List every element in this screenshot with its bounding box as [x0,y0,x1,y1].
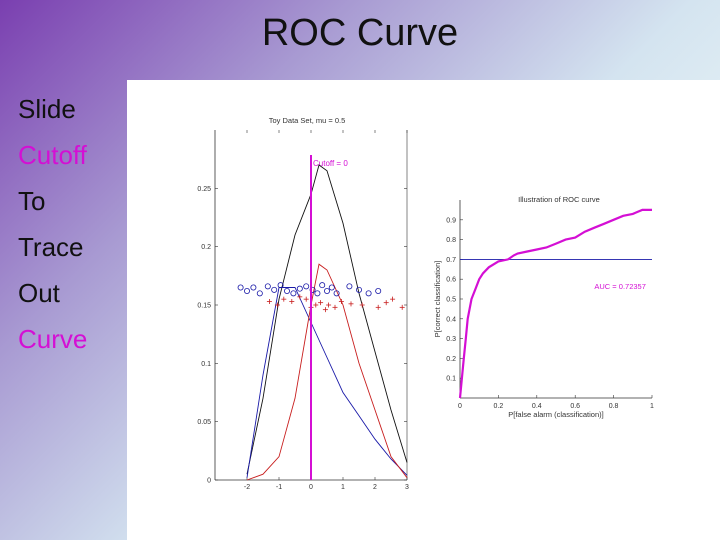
left-y-tick-label: 0.05 [197,419,211,426]
cutoff-annotation: Cutoff = 0 [313,159,348,168]
bullet-trace: Trace [18,232,84,262]
roc-y-tick-label: 0.8 [446,237,456,244]
scatter-plus-point [274,302,280,308]
scatter-plus-point [332,304,338,310]
scatter-circle-point [314,290,321,297]
left-y-tick-label: 0.25 [197,186,211,193]
toy-data-chart: Toy Data Set, mu = 0.5 Cutoff = 0 0 0.05 0… [197,116,409,491]
scatter-plus-point [322,307,328,313]
left-x-tick-label: 1 [341,484,345,491]
left-x-tick-label: 0 [309,484,313,491]
roc-y-tick-label: 0.3 [446,336,456,343]
roc-x-tick-label: 0.4 [532,403,542,410]
scatter-circle-point [244,287,251,294]
scatter-circle-point [303,283,310,290]
scatter-circle-point [237,284,244,291]
roc-x-tick-label: 0.8 [609,403,619,410]
scatter-plus-point [313,302,319,308]
scatter-plus-point [297,294,303,300]
scatter-circle-point [355,286,362,293]
scatter-circle-point [283,287,290,294]
scatter-plus-point [348,301,354,307]
slide-title: ROC Curve [261,12,459,54]
scatter-circle-point [264,283,271,290]
scatter-plus-point [303,296,309,302]
figure-canvas: Toy Data Set, mu = 0.5 Cutoff = 0 0 0.05 0… [197,116,654,491]
roc-x-tick-label: 0.6 [570,403,580,410]
scatter-plus-point [326,302,332,308]
roc-y-tick-label: 0.4 [446,316,456,323]
auc-annotation: AUC = 0.72357 [594,282,646,291]
scatter-circle-point [319,282,326,289]
density-curve-1 [246,287,408,478]
scatter-plus-point [390,296,396,302]
scatter-circle-point [290,290,297,297]
left-y-tick-label: 0.2 [201,244,211,251]
bullet-list: Slide Cutoff To Trace Out Curve [18,86,87,362]
scatter-plus-point [318,300,324,306]
scatter-plus-point [266,299,272,304]
scatter-plus-point [338,299,344,304]
scatter-circle-point [323,287,330,294]
scatter-circle-point [271,286,278,293]
bullet-curve: Curve [18,324,88,354]
scatter-circle-point [375,287,382,294]
bullet-slide: Slide [18,94,76,124]
density-curve-0 [246,164,408,475]
roc-y-axis-label: P[correct classification] [433,261,442,338]
roc-y-tick-label: 0.1 [446,376,456,383]
scatter-plus-point [289,299,295,304]
scatter-plus-point [359,302,365,308]
roc-y-tick-label: 0.2 [446,356,456,363]
scatter-circle-point [256,290,263,297]
roc-y-tick-label: 0.7 [446,257,456,264]
left-y-tick-label: 0.15 [197,303,211,310]
density-curve-2 [246,263,408,481]
scatter-circle-point [333,290,340,297]
roc-chart: Illustration of ROC curve P[false alarm … [433,195,654,419]
left-y-tick-label: 0.1 [201,361,211,368]
figure-panel: Toy Data Set, mu = 0.5 Cutoff = 0 0 0.05 0… [127,80,720,540]
scatter-circle-point [346,283,353,290]
left-chart-title: Toy Data Set, mu = 0.5 [269,116,346,125]
scatter-plus-point [383,300,389,306]
scatter-circle-point [328,284,335,291]
roc-y-tick-label: 0.5 [446,297,456,304]
left-x-tick-label: -2 [244,484,250,491]
bullet-out: Out [18,278,60,308]
roc-x-axis-label: P[false alarm (classification)] [508,410,603,419]
scatter-circle-point [296,285,303,292]
roc-y-tick-label: 0.9 [446,217,456,224]
left-x-tick-label: -1 [276,484,282,491]
roc-chart-title: Illustration of ROC curve [518,195,600,204]
roc-x-tick-label: 1 [650,403,654,410]
roc-curve [458,208,652,399]
roc-x-tick-label: 0 [458,403,462,410]
left-x-tick-label: 2 [373,484,377,491]
bullet-to: To [18,186,46,216]
scatter-circle-point [250,284,257,291]
scatter-plus-point [399,304,405,310]
scatter-circle-point [365,290,372,297]
roc-x-tick-label: 0.2 [494,403,504,410]
scatter-plus-point [281,296,287,302]
scatter-plus-point [375,304,381,310]
scatter-circle-point [277,282,284,289]
bullet-cutoff: Cutoff [18,140,87,170]
left-y-tick-label: 0 [207,478,211,485]
left-x-tick-label: 3 [405,484,409,491]
roc-y-tick-label: 0.6 [446,277,456,284]
